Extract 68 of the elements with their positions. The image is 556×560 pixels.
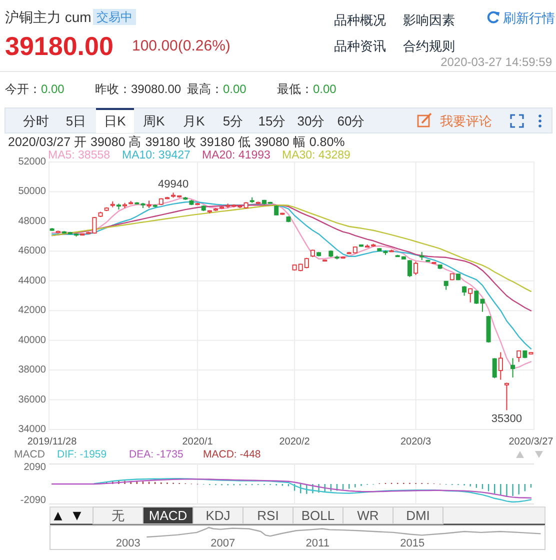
text: 沪铜主力 cum [5,9,92,25]
chart-title: MACD [14,448,46,460]
text: 影响因素 [403,12,455,28]
y-tick-label: 2090 [24,462,46,473]
text: MACD: -448 [203,448,261,460]
x-tick-label: 2011 [306,538,330,550]
text: 刷新行情 [503,10,555,26]
y-tick-label: 48000 [18,216,46,227]
text: RSI [257,508,279,523]
annotation: 49940 [158,178,189,191]
annotation: 35300 [491,413,522,426]
text: 15分 [258,114,286,128]
text: 最低： [277,82,313,96]
y-tick-label: 50000 [18,186,46,198]
text: WR [357,508,379,523]
text: 日K [104,114,126,128]
x-tick-label: 2020/3 [400,436,432,448]
chart-title: 2020/03/27 开 39080 高 39180 收 39180 低 39080 幅 0.80% [8,134,345,149]
x-tick-label: 2020/3/27 [508,436,554,448]
text: 品种资讯 [334,38,386,54]
x-tick-label: 2020/2 [279,436,310,448]
text: 交易中 [96,10,132,24]
text: MA5: 38558 [48,150,110,162]
x-tick-label: 2015 [400,538,425,550]
y-tick-label: 46000 [18,246,46,257]
text: MA30: 43289 [282,150,350,162]
text: MA20: 41993 [202,150,270,162]
text: 5日 [66,114,86,128]
text: DMI [406,508,430,523]
text: 0.00 [313,82,337,96]
x-tick-label: 2020/1 [182,436,214,448]
text: 30分 [297,114,325,128]
x-tick-label: 2003 [116,538,140,550]
y-tick-label: 38000 [18,364,46,376]
text: 无 [112,508,124,523]
y-tick-label: 44000 [18,275,46,286]
text: 39180.00 [5,31,114,61]
text: 合约规则 [403,38,455,54]
text: KDJ [206,508,230,523]
text: ▼ [72,509,82,522]
y-tick-label: 52000 [18,156,46,168]
text: 昨收：39080.00 [95,82,182,96]
text: 0.00 [223,82,247,96]
y-tick-label: 42000 [18,305,46,316]
x-tick-label: 2007 [210,538,236,550]
text: MA10: 39427 [122,150,190,162]
text: 周K [143,114,166,128]
text: 60分 [337,114,365,128]
text: DIF: -1959 [57,448,107,460]
text: MACD [148,508,188,523]
text: 0.00 [41,82,65,96]
text: 我要评论 [440,114,492,128]
y-tick-label: 36000 [18,394,46,406]
text: 5分 [222,114,244,128]
text: 今开： [5,82,41,96]
text: 100.00(0.26%) [132,38,230,54]
text: BOLL [301,508,335,523]
text: 最高： [187,82,223,96]
series-label: DEA: -1735 [129,448,184,460]
text: 月K [183,114,206,128]
text: 品种概况 [334,12,386,28]
y-tick-label: -2090 [20,495,46,506]
y-tick-label: 34000 [18,424,46,435]
text: ▲ [54,509,63,522]
text: 2020-03-27 14:59:59 [440,55,552,69]
text: 分时 [23,114,49,128]
y-tick-label: 40000 [18,334,46,346]
x-tick-label: 2019/11/28 [27,436,78,448]
